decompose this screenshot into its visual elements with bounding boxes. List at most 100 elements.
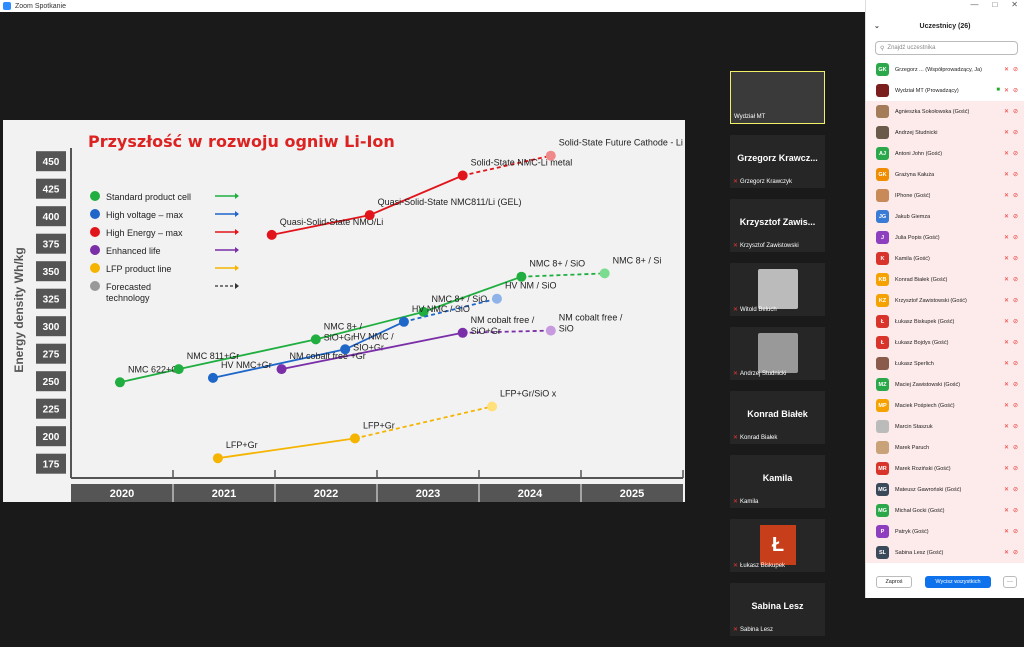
- close-icon[interactable]: ✕: [1011, 0, 1018, 9]
- participant-tile[interactable]: ✕ Witold Beluch: [730, 263, 825, 316]
- video-off-icon[interactable]: ⊘: [1012, 277, 1018, 283]
- more-options-button[interactable]: ···: [1003, 576, 1017, 588]
- video-off-icon[interactable]: ⊘: [1012, 508, 1018, 514]
- mic-off-icon[interactable]: ✕: [1003, 235, 1009, 241]
- chevron-down-icon[interactable]: ⌄: [874, 23, 880, 30]
- participant-tile[interactable]: Konrad Białek ✕ Konrad Białek: [730, 391, 825, 444]
- mic-off-icon[interactable]: ✕: [1003, 403, 1009, 409]
- invite-button[interactable]: Zaproś: [876, 576, 912, 588]
- list-item[interactable]: J Julia Popis (Gość) ✕ ⊘: [866, 227, 1024, 248]
- mic-off-icon[interactable]: ✕: [1003, 67, 1009, 73]
- video-off-icon[interactable]: ⊘: [1012, 235, 1018, 241]
- mic-off-icon[interactable]: ✕: [1003, 382, 1009, 388]
- list-item[interactable]: KB Konrad Białek (Gość) ✕ ⊘: [866, 269, 1024, 290]
- video-off-icon[interactable]: ⊘: [1012, 151, 1018, 157]
- participant-name: Łukasz Biskupek (Gość): [895, 318, 955, 325]
- list-item[interactable]: MR Marek Roziński (Gość) ✕ ⊘: [866, 458, 1024, 479]
- video-off-icon[interactable]: ⊘: [1012, 445, 1018, 451]
- tile-name-text: Sabina Lesz: [740, 626, 774, 633]
- video-off-icon[interactable]: ⊘: [1012, 256, 1018, 262]
- mic-off-icon[interactable]: ✕: [1003, 193, 1009, 199]
- mic-off-icon[interactable]: ✕: [1003, 256, 1009, 262]
- list-item[interactable]: KZ Krzysztof Zawistowski (Gość) ✕ ⊘: [866, 290, 1024, 311]
- list-item[interactable]: AJ Antoni John (Gość) ✕ ⊘: [866, 143, 1024, 164]
- avatar: SL: [876, 546, 889, 559]
- status-icons: ✕ ⊘: [1004, 150, 1018, 157]
- window-controls: — □ ✕: [970, 0, 1018, 9]
- video-off-icon[interactable]: ⊘: [1012, 361, 1018, 367]
- participant-tile[interactable]: Kamila ✕ Kamila: [730, 455, 825, 508]
- participant-tile[interactable]: Sabina Lesz ✕ Sabina Lesz: [730, 583, 825, 636]
- video-off-icon[interactable]: ⊘: [1012, 88, 1018, 94]
- video-off-icon[interactable]: ⊘: [1012, 109, 1018, 115]
- mic-off-icon[interactable]: ✕: [1003, 214, 1009, 220]
- list-item[interactable]: JG Jakub Giemza ✕ ⊘: [866, 206, 1024, 227]
- mic-off-icon[interactable]: ✕: [1003, 88, 1009, 94]
- list-item[interactable]: Wydział MT (Prowadzący) ■ ✕ ⊘: [866, 80, 1024, 101]
- video-off-icon[interactable]: ⊘: [1012, 214, 1018, 220]
- video-off-icon[interactable]: ⊘: [1012, 172, 1018, 178]
- list-item[interactable]: SL Sabina Lesz (Gość) ✕ ⊘: [866, 542, 1024, 563]
- video-off-icon[interactable]: ⊘: [1012, 130, 1018, 136]
- video-off-icon[interactable]: ⊘: [1012, 319, 1018, 325]
- list-item[interactable]: GK Grażyna Kałuża ✕ ⊘: [866, 164, 1024, 185]
- video-off-icon[interactable]: ⊘: [1012, 340, 1018, 346]
- mic-off-icon[interactable]: ✕: [1003, 466, 1009, 472]
- list-item[interactable]: Agnieszka Sokołowska (Gość) ✕ ⊘: [866, 101, 1024, 122]
- participant-tile[interactable]: Ł ✕ Łukasz Biskupek: [730, 519, 825, 572]
- participant-tile[interactable]: ✕ Andrzej Studnicki: [730, 327, 825, 380]
- video-off-icon[interactable]: ⊘: [1012, 382, 1018, 388]
- mic-off-icon[interactable]: ✕: [1003, 340, 1009, 346]
- list-item[interactable]: MZ Maciej Zawistowski (Gość) ✕ ⊘: [866, 374, 1024, 395]
- mic-off-icon[interactable]: ✕: [1003, 361, 1009, 367]
- list-item[interactable]: MG Mateusz Gawroński (Gość) ✕ ⊘: [866, 479, 1024, 500]
- mic-off-icon[interactable]: ✕: [1003, 550, 1009, 556]
- video-off-icon[interactable]: ⊘: [1012, 424, 1018, 430]
- mic-off-icon[interactable]: ✕: [1003, 298, 1009, 304]
- participant-tile[interactable]: Krzysztof Zawis... ✕ Krzysztof Zawistowski: [730, 199, 825, 252]
- list-item[interactable]: Ł Łukasz Bojdys (Gość) ✕ ⊘: [866, 332, 1024, 353]
- list-item[interactable]: IPhone (Gość) ✕ ⊘: [866, 185, 1024, 206]
- video-off-icon[interactable]: ⊘: [1012, 193, 1018, 199]
- video-off-icon[interactable]: ⊘: [1012, 298, 1018, 304]
- data-point: [114, 377, 125, 388]
- list-item[interactable]: K Kamila (Gość) ✕ ⊘: [866, 248, 1024, 269]
- list-item[interactable]: Marcin Staszuk ✕ ⊘: [866, 416, 1024, 437]
- minimize-icon[interactable]: —: [970, 0, 979, 9]
- search-input[interactable]: ⚲ Znajdź uczestnika: [875, 41, 1018, 55]
- list-item[interactable]: GK Grzegorz ... (Współprowadzący, Ja) ✕ ⊘: [866, 59, 1024, 80]
- list-item[interactable]: MG Michał Gocki (Gość) ✕ ⊘: [866, 500, 1024, 521]
- list-item[interactable]: Ł Łukasz Biskupek (Gość) ✕ ⊘: [866, 311, 1024, 332]
- list-item[interactable]: Marek Paruch ✕ ⊘: [866, 437, 1024, 458]
- participants-header: ⌄ Uczestnicy (26): [866, 19, 1024, 33]
- mic-off-icon[interactable]: ✕: [1003, 277, 1009, 283]
- mic-off-icon[interactable]: ✕: [1003, 487, 1009, 493]
- status-icons: ✕ ⊘: [1004, 549, 1018, 556]
- mic-off-icon[interactable]: ✕: [1003, 424, 1009, 430]
- video-off-icon[interactable]: ⊘: [1012, 550, 1018, 556]
- video-off-icon[interactable]: ⊘: [1012, 487, 1018, 493]
- mic-off-icon[interactable]: ✕: [1003, 151, 1009, 157]
- mic-off-icon[interactable]: ✕: [1003, 529, 1009, 535]
- list-item[interactable]: MP Maciek Pośpiech (Gość) ✕ ⊘: [866, 395, 1024, 416]
- mic-off-icon[interactable]: ✕: [1003, 319, 1009, 325]
- y-tick-label: 250: [43, 377, 60, 388]
- mute-all-button[interactable]: Wycisz wszystkich: [925, 576, 991, 588]
- list-item[interactable]: Łukasz Sperlich ✕ ⊘: [866, 353, 1024, 374]
- data-point: [212, 453, 223, 464]
- list-item[interactable]: Andrzej Studnicki ✕ ⊘: [866, 122, 1024, 143]
- list-item[interactable]: P Patryk (Gość) ✕ ⊘: [866, 521, 1024, 542]
- mic-off-icon[interactable]: ✕: [1003, 172, 1009, 178]
- mic-off-icon[interactable]: ✕: [1003, 508, 1009, 514]
- video-off-icon[interactable]: ⊘: [1012, 67, 1018, 73]
- participant-tile[interactable]: Grzegorz Krawcz... ✕ Grzegorz Krawczyk: [730, 135, 825, 188]
- mic-off-icon[interactable]: ✕: [1003, 109, 1009, 115]
- video-off-icon[interactable]: ⊘: [1012, 466, 1018, 472]
- mic-off-icon[interactable]: ✕: [1003, 445, 1009, 451]
- participant-tile[interactable]: Wydział MT: [730, 71, 825, 124]
- video-off-icon[interactable]: ⊘: [1012, 529, 1018, 535]
- legend-arrowhead: [235, 283, 239, 289]
- video-off-icon[interactable]: ⊘: [1012, 403, 1018, 409]
- mic-off-icon[interactable]: ✕: [1003, 130, 1009, 136]
- maximize-icon[interactable]: □: [992, 0, 998, 9]
